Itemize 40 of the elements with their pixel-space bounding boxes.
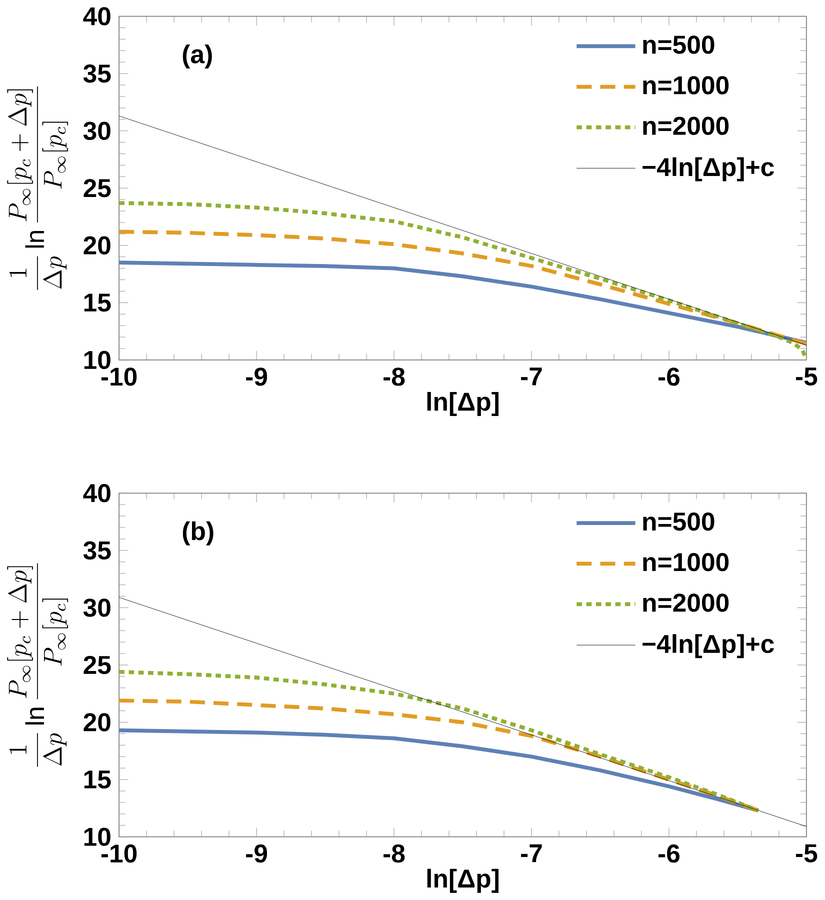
- x-tick-label: -8: [384, 368, 405, 386]
- annotation: (b): [182, 521, 214, 546]
- x-tick-label: -6: [658, 368, 680, 386]
- x-tick-label: -6: [658, 844, 680, 863]
- legend-label: n=2000: [643, 116, 729, 135]
- x-tick-label: -7: [521, 368, 542, 386]
- x-tick-label: -9: [246, 368, 268, 386]
- annotation: (a): [182, 44, 212, 69]
- x-tick-label: -9: [246, 844, 268, 863]
- y-tick-label: 15: [84, 770, 111, 789]
- legend-label: n=1000: [643, 76, 729, 94]
- y-tick-label: 25: [84, 179, 111, 198]
- x-tick-label: -5: [796, 368, 818, 386]
- x-axis-title: ln[Δp]: [427, 868, 498, 893]
- legend-label: n=2000: [643, 594, 729, 612]
- y-tick-label: 10: [84, 350, 110, 370]
- y-tick-label: 35: [83, 541, 111, 560]
- y-tick-label: 20: [84, 713, 110, 732]
- x-tick-label: -7: [521, 844, 542, 862]
- legend-label: n=500: [643, 36, 714, 54]
- y-tick-label: 30: [83, 122, 110, 140]
- y-axis-title: $\frac{1}{\Delta p}\ln\frac{P_\infty[p_c+\Delta p]}{P_\infty[p_c]}$: [7, 563, 68, 767]
- x-tick-label: -10: [101, 368, 137, 386]
- legend-label: n=500: [643, 512, 714, 531]
- y-tick-label: 25: [84, 656, 111, 674]
- legend-label: −4ln[Δp]+c: [642, 157, 774, 182]
- legend-label: −4ln[Δp]+c: [642, 634, 774, 658]
- y-tick-label: 40: [83, 7, 110, 26]
- y-tick-label: 20: [84, 236, 110, 255]
- x-axis-title: ln[Δp]: [427, 392, 498, 416]
- y-tick-label: 30: [83, 598, 110, 617]
- y-tick-label: 15: [84, 294, 111, 312]
- legend-label: n=1000: [643, 553, 729, 572]
- y-tick-label: 40: [83, 484, 110, 502]
- y-tick-label: 35: [83, 64, 111, 83]
- x-tick-label: -8: [384, 844, 405, 863]
- y-tick-label: 10: [84, 828, 110, 846]
- x-tick-label: -10: [101, 844, 137, 863]
- y-axis-title: $\frac{1}{\Delta p}\ln\frac{P_\infty[p_c+\Delta p]}{P_\infty[p_c]}$: [7, 86, 68, 290]
- x-tick-label: -5: [796, 844, 818, 862]
